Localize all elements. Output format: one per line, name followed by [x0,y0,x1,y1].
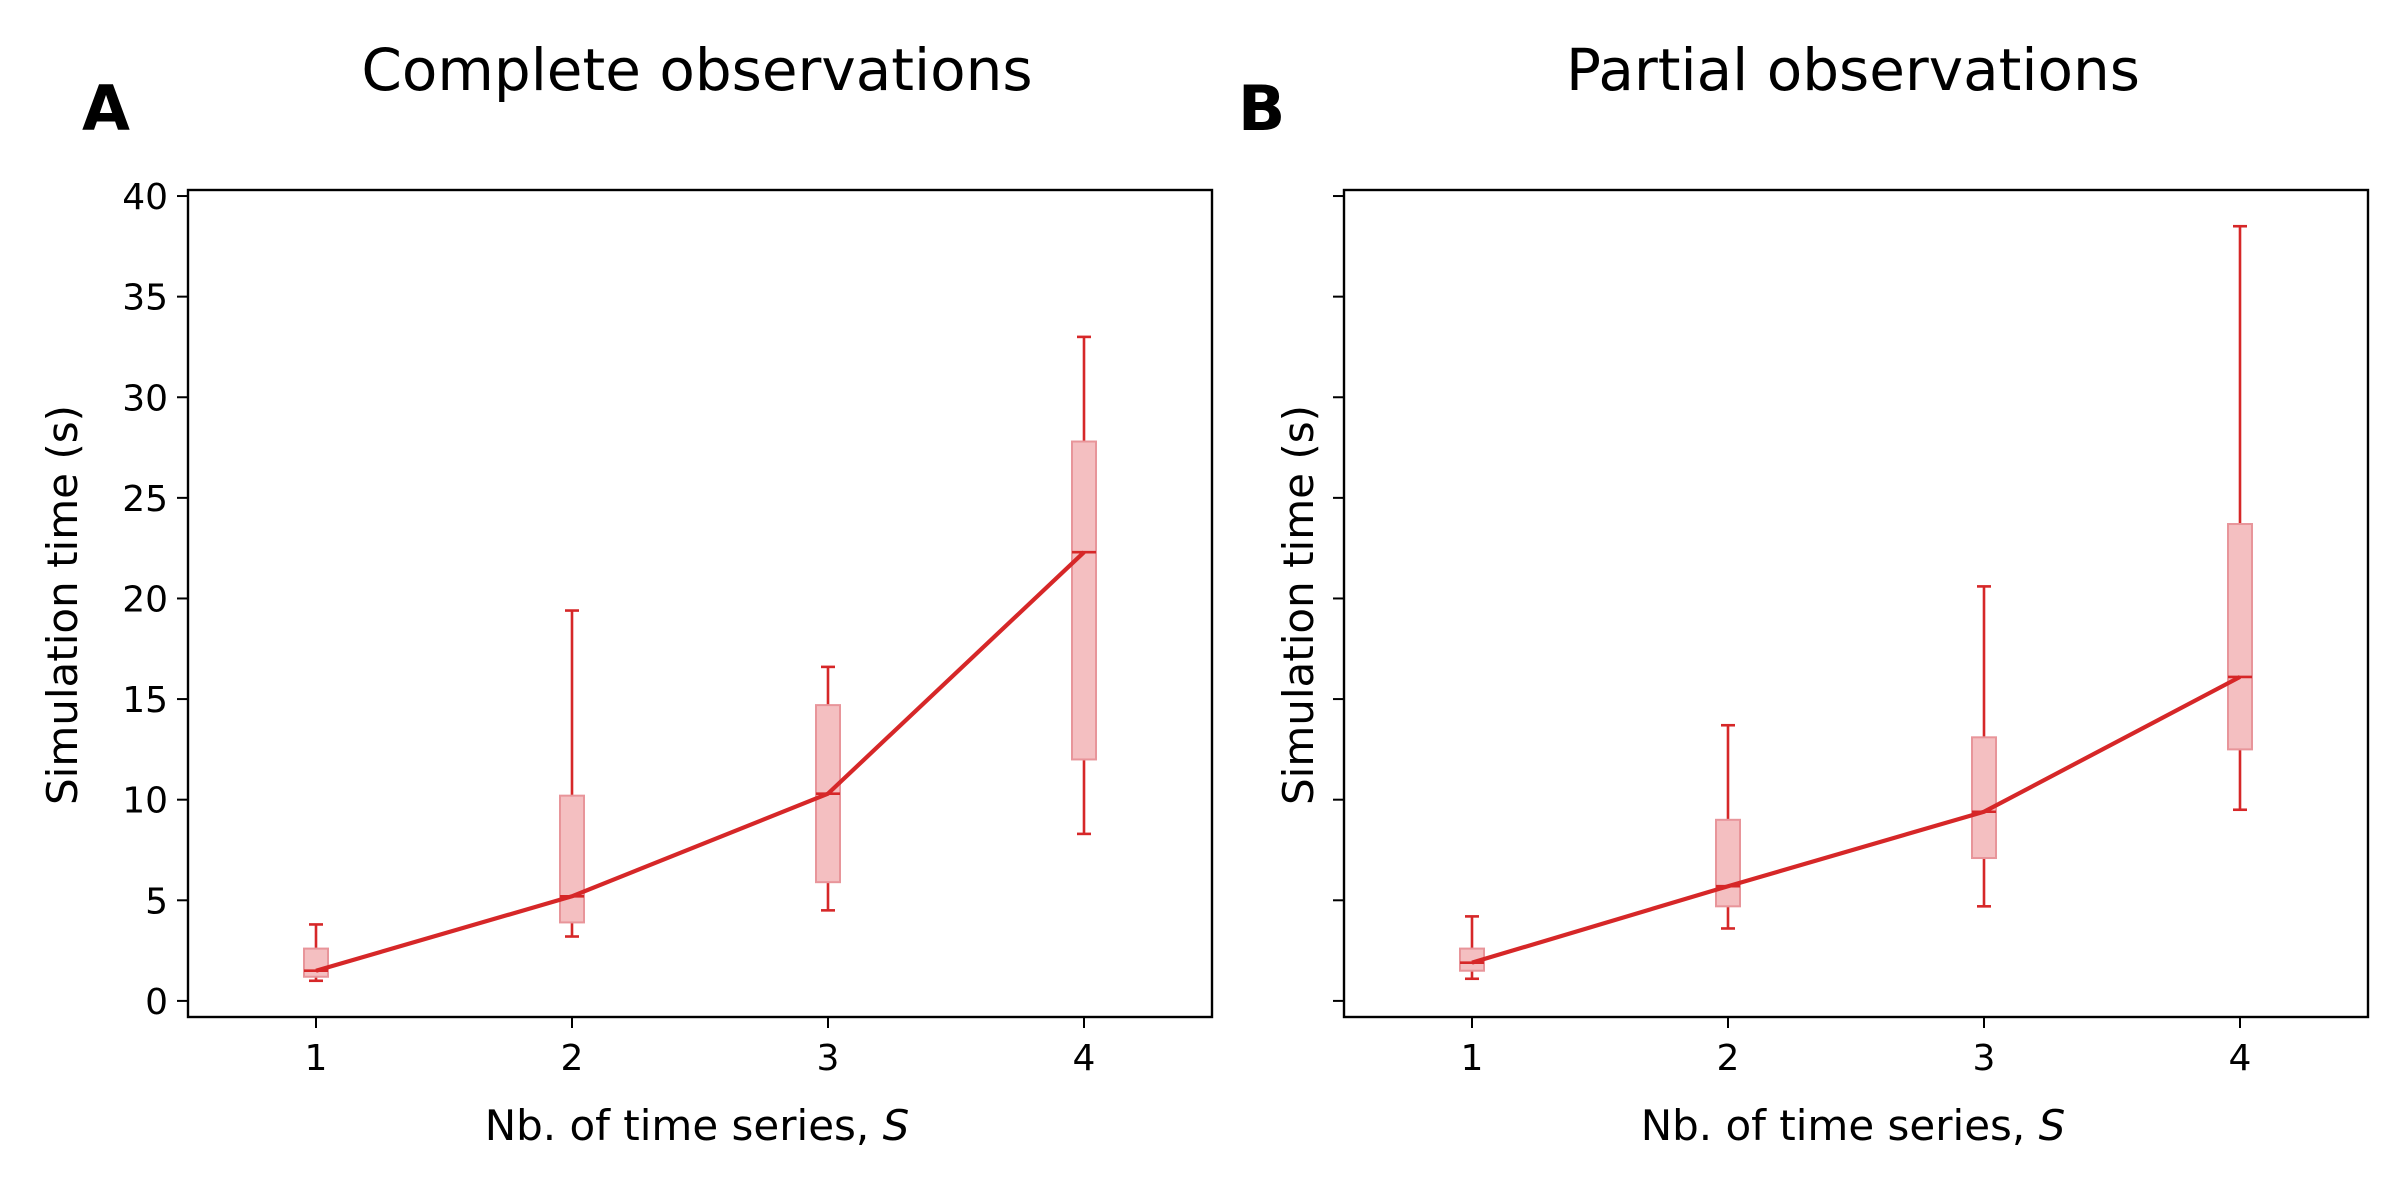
iqr-box-b-3 [1971,736,1997,860]
panel-title-a: Complete observations [361,36,1032,104]
x-tick-label-a-1: 1 [305,1038,328,1079]
plot-area-b: 1 2 3 4 [1333,188,2370,1079]
y-tick-label-a-10: 10 [122,781,168,822]
panel-letter-a: A [82,72,130,145]
panel-title-b: Partial observations [1566,36,2140,104]
panel-a: A Complete observations 1 2 3 4051015202530… [38,36,1214,1150]
x-axis-label-b: Nb. of time series, S [1641,1101,2066,1150]
y-tick-label-a-0: 0 [145,982,168,1023]
x-tick-label-a-2: 2 [561,1038,584,1079]
y-tick-label-a-35: 35 [122,278,168,319]
y-tick-label-a-30: 30 [122,378,168,419]
iqr-box-b-2 [1715,818,1741,908]
x-axis-label-text-b: Nb. of time series, [1641,1101,2039,1150]
axes-frame-a [186,188,1214,1019]
x-tick-label-a-3: 3 [817,1038,840,1079]
y-tick-label-a-25: 25 [122,479,168,520]
x-tick-label-b-2: 2 [1717,1038,1740,1079]
x-tick-label-b-4: 4 [2229,1038,2252,1079]
iqr-box-a-2 [559,794,585,924]
x-axis-label-symbol-a: S [883,1101,910,1150]
panel-letter-b: B [1238,72,1285,145]
iqr-box-a-1 [303,947,329,978]
x-tick-label-b-1: 1 [1461,1038,1484,1079]
x-tick-label-a-4: 4 [1073,1038,1096,1079]
y-tick-label-a-5: 5 [145,881,168,922]
x-axis-label-text-a: Nb. of time series, [485,1101,883,1150]
y-axis-label-b: Simulation time (s) [1274,405,1323,805]
y-tick-label-a-15: 15 [122,680,168,721]
median-line-b [1471,675,2241,965]
median-line-a [315,550,1086,973]
x-tick-label-b-3: 3 [1973,1038,1996,1079]
y-tick-label-a-40: 40 [122,177,168,218]
y-tick-label-a-20: 20 [122,579,168,620]
panel-b: B Partial observations 1 2 3 4 Simulation t… [1238,36,2370,1150]
y-axis-label-a: Simulation time (s) [38,405,87,805]
x-axis-label-symbol-b: S [2039,1101,2066,1150]
x-axis-label-a: Nb. of time series, S [485,1101,910,1150]
axes-frame-b [1342,188,2370,1019]
iqr-box-b-4 [2227,523,2253,751]
iqr-box-a-4 [1071,440,1097,761]
